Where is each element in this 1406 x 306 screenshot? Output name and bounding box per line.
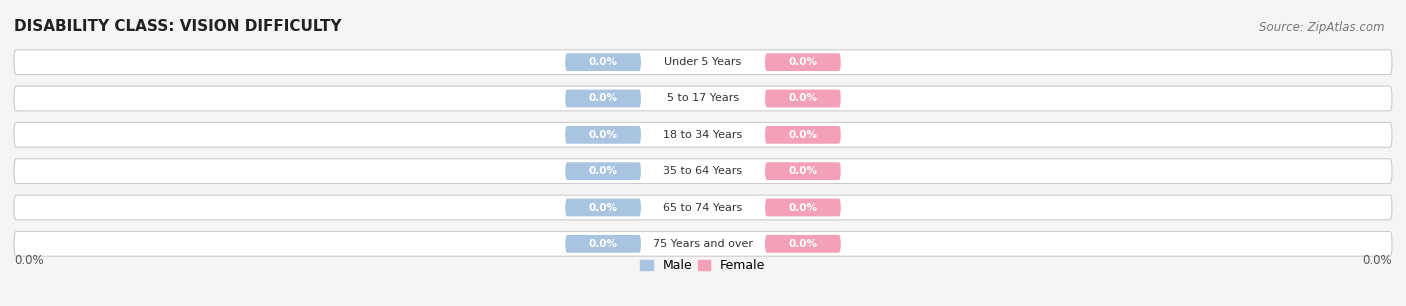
FancyBboxPatch shape	[14, 122, 1392, 147]
FancyBboxPatch shape	[565, 126, 641, 144]
FancyBboxPatch shape	[565, 90, 641, 107]
Text: 0.0%: 0.0%	[789, 166, 817, 176]
FancyBboxPatch shape	[565, 199, 641, 216]
FancyBboxPatch shape	[765, 126, 841, 144]
FancyBboxPatch shape	[14, 159, 1392, 184]
Text: 65 to 74 Years: 65 to 74 Years	[664, 203, 742, 212]
FancyBboxPatch shape	[14, 86, 1392, 111]
Text: 0.0%: 0.0%	[589, 94, 617, 103]
Text: 0.0%: 0.0%	[1362, 255, 1392, 267]
FancyBboxPatch shape	[765, 199, 841, 216]
Text: 0.0%: 0.0%	[789, 130, 817, 140]
Text: 0.0%: 0.0%	[589, 57, 617, 67]
Text: 18 to 34 Years: 18 to 34 Years	[664, 130, 742, 140]
FancyBboxPatch shape	[565, 162, 641, 180]
Text: 0.0%: 0.0%	[789, 239, 817, 249]
Text: 0.0%: 0.0%	[589, 130, 617, 140]
FancyBboxPatch shape	[14, 231, 1392, 256]
FancyBboxPatch shape	[14, 50, 1392, 74]
FancyBboxPatch shape	[765, 53, 841, 71]
Text: 0.0%: 0.0%	[789, 57, 817, 67]
Text: Source: ZipAtlas.com: Source: ZipAtlas.com	[1260, 21, 1385, 34]
FancyBboxPatch shape	[765, 90, 841, 107]
Text: 5 to 17 Years: 5 to 17 Years	[666, 94, 740, 103]
FancyBboxPatch shape	[565, 53, 641, 71]
Text: 0.0%: 0.0%	[789, 94, 817, 103]
FancyBboxPatch shape	[765, 162, 841, 180]
Legend: Male, Female: Male, Female	[641, 259, 765, 272]
FancyBboxPatch shape	[565, 235, 641, 253]
Text: 0.0%: 0.0%	[589, 203, 617, 212]
Text: 0.0%: 0.0%	[589, 166, 617, 176]
Text: 0.0%: 0.0%	[589, 239, 617, 249]
Text: 0.0%: 0.0%	[14, 255, 44, 267]
Text: 0.0%: 0.0%	[789, 203, 817, 212]
Text: Under 5 Years: Under 5 Years	[665, 57, 741, 67]
FancyBboxPatch shape	[14, 195, 1392, 220]
Text: 75 Years and over: 75 Years and over	[652, 239, 754, 249]
Text: 35 to 64 Years: 35 to 64 Years	[664, 166, 742, 176]
FancyBboxPatch shape	[765, 235, 841, 253]
Text: DISABILITY CLASS: VISION DIFFICULTY: DISABILITY CLASS: VISION DIFFICULTY	[14, 19, 342, 34]
